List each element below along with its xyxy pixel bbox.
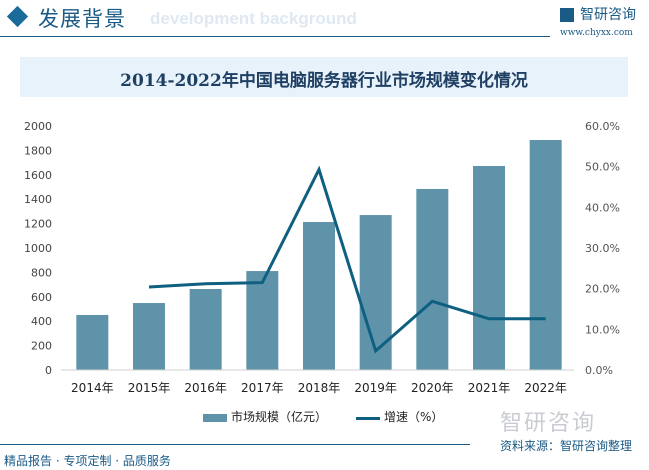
bar [359, 215, 392, 370]
y-right-tick: 40.0% [585, 201, 620, 214]
x-tick: 2014年 [71, 381, 114, 395]
bar [473, 166, 505, 370]
y-right-tick: 30.0% [585, 242, 620, 255]
bar [416, 188, 449, 370]
x-tick: 2016年 [184, 381, 227, 395]
y-left-tick: 1400 [24, 193, 52, 206]
chart-title: 2014-2022年中国电脑服务器行业市场规模变化情况 [120, 71, 528, 91]
bar [246, 271, 279, 370]
y-left-tick: 1600 [24, 169, 52, 182]
y-left-tick: 200 [31, 340, 52, 353]
legend-line-swatch [356, 417, 380, 420]
x-tick: 2021年 [468, 381, 511, 395]
header-divider [0, 36, 550, 37]
bar [529, 140, 562, 370]
x-tick: 2019年 [354, 381, 397, 395]
y-left-tick: 2000 [24, 120, 52, 133]
y-right-tick: 0.0% [585, 364, 613, 377]
y-left-tick: 1000 [24, 242, 52, 255]
growth-line [148, 165, 546, 354]
x-tick: 2017年 [241, 381, 284, 395]
footer-divider [0, 444, 470, 445]
y-right-tick: 20.0% [585, 283, 620, 296]
chart-title-band: 2014-2022年中国电脑服务器行业市场规模变化情况 [20, 57, 628, 97]
y-left-tick: 1800 [24, 144, 52, 157]
y-left-tick: 400 [31, 315, 52, 328]
y-right-tick: 60.0% [585, 120, 620, 133]
y-left-tick: 800 [31, 266, 52, 279]
y-left-tick: 1200 [24, 218, 52, 231]
footer-tagline: 精品报告 · 专项定制 · 品质服务 [4, 454, 171, 468]
y-right-tick: 10.0% [585, 323, 620, 336]
bar [189, 288, 222, 370]
x-tick: 2022年 [524, 381, 567, 395]
brand-name: 智研咨询 [580, 7, 636, 23]
brand-url: www.chyxx.com [560, 28, 633, 38]
y-left-tick: 0 [45, 364, 52, 377]
x-tick: 2018年 [298, 381, 341, 395]
header-subtitle: development background [150, 9, 357, 28]
source-note: 资料来源：智研咨询整理 [500, 439, 633, 453]
y-right-tick: 50.0% [585, 161, 620, 174]
legend-bar-swatch [203, 414, 227, 422]
bar [303, 222, 335, 370]
brand-logo-icon [560, 8, 574, 22]
legend-line-label: 增速（%） [384, 410, 444, 424]
header-title: 发展背景 [38, 7, 126, 31]
x-tick: 2020年 [411, 381, 454, 395]
x-tick: 2015年 [128, 381, 171, 395]
bar [76, 314, 109, 370]
y-left-tick: 600 [31, 291, 52, 304]
bar [133, 303, 165, 370]
legend-bar-label: 市场规模（亿元） [231, 410, 328, 424]
watermark-brand: 智研咨询 [500, 411, 597, 436]
